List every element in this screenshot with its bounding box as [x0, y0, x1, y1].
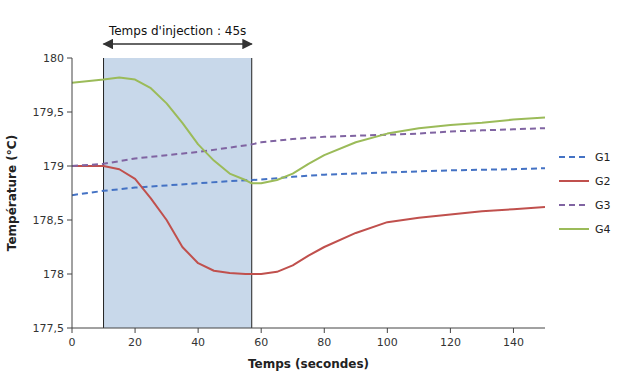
span-arrow — [104, 43, 252, 45]
x-tick-label: 80 — [317, 336, 331, 349]
x-tick-label: 20 — [128, 336, 142, 349]
legend-swatch — [559, 156, 589, 158]
x-tick — [135, 328, 136, 333]
legend-swatch — [559, 228, 589, 230]
plot-area — [72, 58, 545, 328]
x-tick-label: 40 — [191, 336, 205, 349]
y-tick — [67, 220, 72, 221]
y-axis-line — [72, 58, 73, 328]
x-tick — [324, 328, 325, 333]
y-tick — [67, 166, 72, 167]
x-tick-label: 120 — [440, 336, 461, 349]
legend-label: G1 — [595, 151, 611, 164]
region-start-line — [103, 58, 104, 328]
series-line — [72, 77, 545, 183]
series-line — [72, 128, 545, 166]
axes: 0 20 40 60 80 100 120 140 177,5 178 178,5 179 179,5 1… — [33, 52, 546, 349]
title: Temps d'injection : 45s — [108, 24, 246, 38]
legend-label: G3 — [595, 199, 611, 212]
y-tick-label: 180 — [43, 52, 64, 65]
x-tick-label: 100 — [377, 336, 398, 349]
x-tick — [198, 328, 199, 333]
legend-label: G4 — [595, 223, 611, 236]
series-line — [72, 168, 545, 195]
series-line — [72, 166, 545, 274]
x-tick-label: 140 — [503, 336, 524, 349]
y-tick — [67, 58, 72, 59]
y-tick-label: 178 — [43, 268, 64, 281]
x-tick — [72, 328, 73, 333]
x-tick-label: 60 — [254, 336, 268, 349]
x-tick-label: 0 — [69, 336, 76, 349]
x-axis-line — [72, 328, 545, 329]
shaded-region — [104, 58, 252, 328]
x-tick — [261, 328, 262, 333]
legend-label: G2 — [595, 175, 611, 188]
y-tick — [67, 112, 72, 113]
y-tick-label: 177,5 — [33, 322, 65, 335]
y-tick-label: 179,5 — [33, 106, 65, 119]
y-tick-label: 179 — [43, 160, 64, 173]
x-axis-label: Temps (secondes) — [248, 357, 369, 371]
y-tick — [67, 328, 72, 329]
chart: 0 20 40 60 80 100 120 140 177,5 178 178,5 179 179,5 1… — [0, 0, 629, 380]
x-tick — [450, 328, 451, 333]
x-tick — [513, 328, 514, 333]
y-tick — [67, 274, 72, 275]
region-end-line — [251, 58, 252, 328]
page: {"chart_data": {"type": "line", "title":… — [0, 0, 629, 380]
y-tick-label: 178,5 — [33, 214, 65, 227]
legend-swatch — [559, 180, 589, 182]
x-tick — [387, 328, 388, 333]
y-axis-label: Température (°C) — [5, 135, 19, 251]
legend: G1 G2 G3 G4 — [559, 151, 611, 236]
legend-swatch — [559, 204, 589, 206]
